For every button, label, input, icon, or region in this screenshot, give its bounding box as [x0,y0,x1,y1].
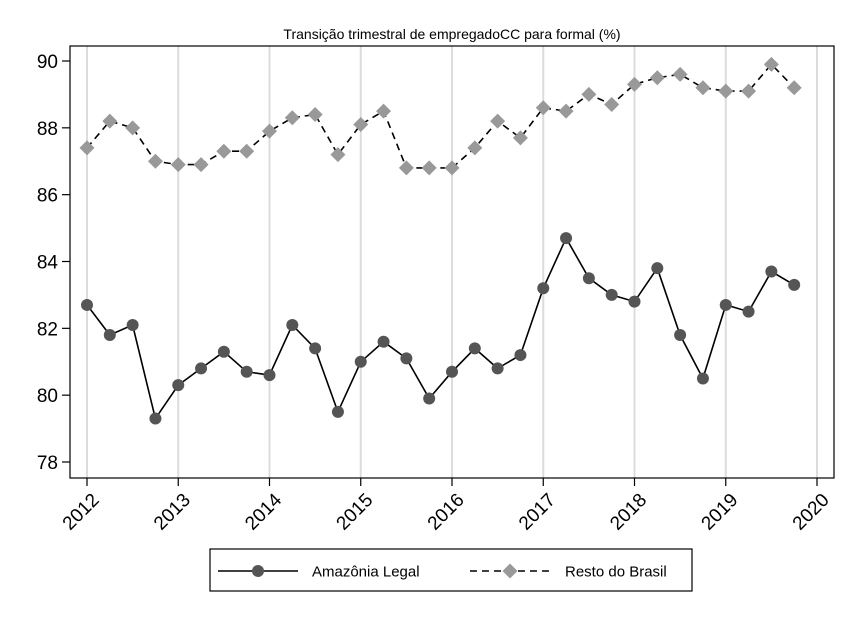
data-point-circle [446,365,458,378]
data-point-circle [331,405,344,418]
y-tick-label: 90 [37,52,58,73]
y-tick-label: 84 [37,253,59,274]
data-point-diamond [627,76,642,92]
data-point-diamond [672,66,688,82]
data-point-diamond [512,130,528,146]
data-point-diamond [239,143,255,159]
data-point-circle [81,298,93,311]
data-point-diamond [604,96,620,112]
data-point-circle [172,379,185,392]
data-point-diamond [147,153,163,169]
data-point-circle [560,232,573,245]
legend-box [209,548,693,592]
data-point-circle [240,365,253,378]
data-point-diamond [695,80,711,96]
y-tick-label: 80 [37,386,58,407]
data-point-diamond [125,120,141,136]
data-point-circle [423,392,436,405]
data-point-circle [651,262,664,275]
data-point-circle [377,335,390,348]
data-point-diamond [307,106,323,122]
data-point-circle [765,265,778,278]
data-point-circle [126,318,139,331]
data-point-diamond [193,157,209,173]
data-point-circle [286,318,299,331]
data-point-circle [742,305,755,318]
legend-label: Resto do Brasil [565,564,667,581]
data-point-diamond [763,56,779,72]
data-point-diamond [467,140,483,156]
data-point-circle [537,282,550,295]
legend: Amazônia Legal Resto do Brasil [209,548,693,592]
chart-title: Transição trimestral de empregadoCC para… [283,26,620,42]
data-point-circle [582,272,595,285]
data-point-diamond [535,100,551,116]
data-point-circle [628,295,641,308]
data-point-circle [195,362,208,375]
data-point-diamond [284,110,300,126]
data-point-circle [309,342,322,355]
data-point-circle [514,349,527,362]
data-point-diamond [353,116,369,132]
data-point-diamond [718,83,734,99]
legend-marker-diamond [502,563,518,579]
data-point-circle [400,352,413,365]
data-point-diamond [581,86,597,102]
legend-label: Amazônia Legal [312,564,420,581]
y-tick-label: 82 [37,319,58,340]
data-point-diamond [421,160,437,176]
data-point-circle [696,372,709,385]
data-point-circle [605,288,618,301]
data-point-diamond [558,103,574,119]
data-point-diamond [102,113,118,129]
data-point-circle [674,329,687,342]
data-point-circle [719,298,732,311]
data-point-diamond [330,147,346,163]
data-point-diamond [786,80,802,96]
data-point-diamond [398,160,414,176]
data-point-diamond [170,157,186,173]
y-tick-label: 86 [37,186,58,207]
data-point-circle [354,355,367,368]
data-point-circle [788,278,801,291]
data-point-diamond [216,143,232,159]
data-point-diamond [79,140,95,156]
data-point-circle [149,412,162,425]
data-point-diamond [262,123,277,139]
data-point-circle [217,345,230,358]
data-point-circle [491,362,504,375]
legend-marker-circle [252,565,264,577]
data-point-diamond [490,113,506,129]
y-tick-label: 78 [37,453,58,474]
data-point-diamond [649,70,665,86]
data-point-diamond [376,103,392,119]
series [79,56,802,425]
y-tick-label: 88 [37,119,58,140]
data-point-circle [263,369,276,382]
data-point-circle [468,342,481,355]
data-point-circle [103,329,116,342]
data-point-diamond [444,160,460,176]
data-point-diamond [741,83,757,99]
